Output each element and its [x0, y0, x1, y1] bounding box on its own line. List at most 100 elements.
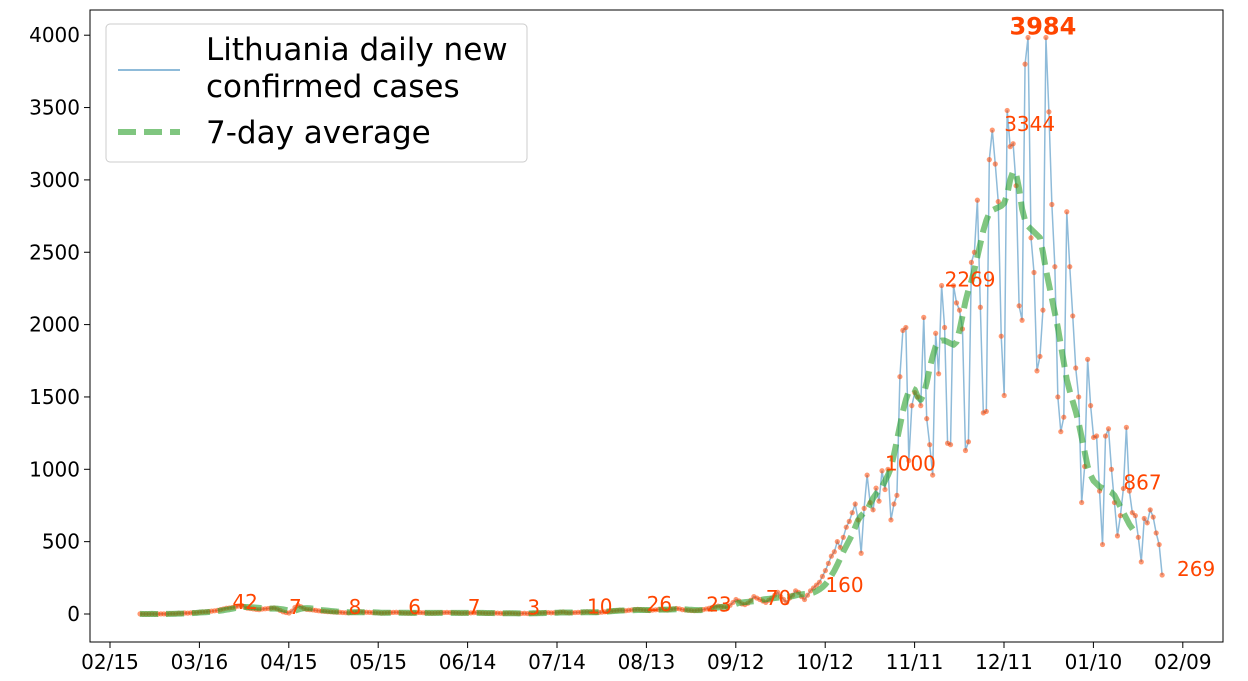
daily-point — [1123, 424, 1129, 430]
daily-point — [962, 447, 969, 454]
daily-point — [870, 507, 876, 513]
x-tick-label: 07/14 — [528, 650, 586, 674]
value-annotation: 1000 — [885, 451, 936, 475]
value-annotation: 42 — [232, 590, 257, 614]
daily-point — [804, 592, 811, 598]
daily-point — [909, 403, 915, 409]
daily-point — [977, 304, 983, 310]
daily-point — [784, 599, 790, 606]
daily-point — [1019, 317, 1025, 323]
daily-point — [1144, 520, 1150, 526]
daily-point — [1132, 513, 1138, 519]
x-tick-label: 02/15 — [81, 650, 139, 674]
daily-point — [801, 596, 808, 603]
daily-point — [1058, 429, 1064, 435]
daily-point — [1061, 414, 1067, 420]
y-tick-label: 2000 — [29, 313, 80, 337]
x-tick-label: 06/14 — [439, 650, 497, 674]
daily-point — [918, 403, 924, 409]
x-tick-label: 11/11 — [886, 650, 944, 674]
y-tick-label: 500 — [42, 530, 80, 554]
daily-point — [1138, 559, 1144, 565]
daily-point — [840, 534, 846, 540]
daily-point — [873, 485, 879, 491]
daily-point — [846, 518, 852, 524]
daily-point — [1070, 313, 1076, 319]
daily-point — [834, 539, 840, 545]
seven-day-average-line — [139, 168, 1138, 617]
y-tick-label: 0 — [67, 602, 80, 626]
daily-point — [1147, 507, 1153, 513]
value-annotation: 70 — [766, 586, 791, 610]
daily-point — [953, 300, 960, 306]
daily-point — [1108, 466, 1115, 472]
max-value-label: 3984 — [1010, 13, 1077, 41]
daily-point — [933, 330, 939, 336]
daily-point — [1156, 541, 1162, 548]
legend-box — [105, 23, 528, 163]
x-tick-label: 04/15 — [260, 650, 318, 674]
daily-point — [998, 333, 1004, 339]
value-annotation: 7 — [289, 595, 302, 619]
daily-point — [1105, 426, 1112, 432]
daily-point — [1055, 394, 1061, 400]
value-annotation: 160 — [825, 573, 863, 597]
daily-point — [1150, 514, 1156, 520]
plot-frame — [89, 9, 1224, 643]
daily-point — [858, 550, 864, 556]
x-tick-label: 08/13 — [618, 650, 676, 674]
value-annotation: 2269 — [945, 268, 996, 292]
y-tick-label: 4000 — [29, 23, 80, 47]
daily-point — [1079, 499, 1085, 506]
daily-point — [1022, 61, 1028, 67]
x-tick-label: 03/16 — [171, 650, 229, 674]
value-annotation: 6 — [408, 595, 421, 619]
daily-point — [1040, 307, 1046, 313]
daily-point — [1088, 403, 1094, 409]
daily-point — [1153, 530, 1159, 536]
daily-point — [825, 560, 831, 566]
daily-point — [1141, 515, 1147, 522]
legend-avg-label: 7-day average — [206, 115, 431, 151]
x-tick-label: 12/11 — [975, 650, 1033, 674]
daily-point — [775, 589, 781, 595]
daily-point — [852, 501, 858, 507]
daily-point — [1049, 201, 1055, 208]
daily-point — [1120, 485, 1126, 492]
daily-point — [1093, 433, 1100, 439]
daily-point — [891, 501, 897, 507]
y-tick-label: 2500 — [29, 240, 80, 264]
daily-point — [1043, 34, 1049, 41]
daily-point — [897, 374, 903, 380]
axis-ticks: 02/15 03/16 04/15 05/15 06/14 07/14 08/13 09/12… — [29, 23, 1212, 674]
value-annotation: 7 — [468, 595, 481, 619]
legend-daily-label-line2: confirmed cases — [206, 69, 460, 105]
daily-point — [921, 314, 927, 320]
x-tick-label: 01/10 — [1065, 650, 1123, 674]
daily-point — [906, 458, 912, 464]
daily-point — [831, 549, 837, 555]
daily-point — [861, 505, 867, 511]
daily-point — [1001, 392, 1007, 399]
daily-point — [903, 324, 909, 331]
daily-point — [1037, 353, 1043, 360]
daily-point — [1076, 394, 1082, 400]
daily-point — [1102, 433, 1109, 439]
daily-point — [1028, 235, 1034, 241]
value-annotation: 10 — [587, 595, 612, 619]
daily-point — [965, 439, 972, 445]
daily-point — [1114, 533, 1121, 539]
y-tick-label: 3500 — [29, 96, 80, 120]
daily-point — [983, 408, 989, 415]
daily-point — [816, 579, 823, 585]
daily-point — [950, 283, 957, 289]
daily-point — [968, 259, 975, 265]
daily-point — [882, 486, 888, 493]
value-annotation: 26 — [647, 592, 672, 616]
daily-point — [876, 498, 882, 504]
daily-point — [879, 468, 885, 474]
daily-point — [930, 472, 936, 478]
daily-point — [819, 573, 826, 579]
daily-point — [942, 324, 948, 331]
